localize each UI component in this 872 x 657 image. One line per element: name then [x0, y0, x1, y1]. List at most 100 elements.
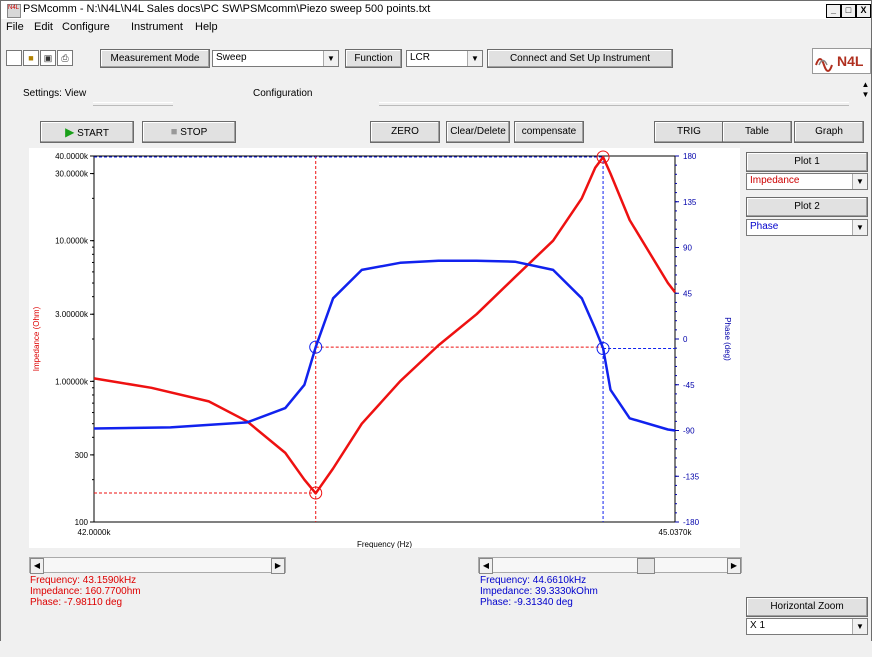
start-button[interactable]: ▶ START [40, 121, 134, 143]
table-button[interactable]: Table [722, 121, 792, 143]
right-axis-label: Phase (deg) [723, 317, 732, 361]
plot-frame: 40.0000k 30.0000k 10.0000k 3.00000k 1.00000k… [29, 148, 740, 549]
horizontal-zoom-select[interactable]: X 1 ▼ [746, 618, 868, 635]
measurement-mode-select[interactable]: Sweep ▼ [212, 50, 339, 67]
chevron-down-icon[interactable]: ▼ [852, 174, 867, 189]
n4l-logo: N4L [812, 48, 871, 74]
left-cursor-impedance: Impedance: 160.7700hm [30, 586, 141, 597]
left-cursor-phase: Phase: -7.98110 deg [30, 597, 123, 608]
settings-view-label[interactable]: Settings: View [23, 88, 87, 99]
trig-button[interactable]: TRIG [654, 121, 724, 143]
open-folder-icon[interactable]: ■ [23, 50, 39, 66]
stop-label: STOP [180, 127, 208, 138]
compensate-button[interactable]: compensate [514, 121, 584, 143]
left-axis-label: Impedance (Ohm) [32, 306, 41, 371]
right-cursor-phase-marker [596, 341, 610, 355]
new-file-icon[interactable] [6, 50, 22, 66]
x-axis-tick-label: 42.0000k [78, 528, 112, 537]
menu-help[interactable]: Help [195, 21, 218, 33]
minimize-icon: _ [830, 5, 836, 15]
horizontal-zoom-button[interactable]: Horizontal Zoom [746, 597, 868, 617]
settings-spin-button[interactable]: ▲ ▼ [861, 80, 870, 99]
plot1-select[interactable]: Impedance ▼ [746, 173, 868, 190]
menu-bar: File Edit Configure Instrument Help [1, 19, 871, 35]
menu-file[interactable]: File [6, 21, 24, 33]
left-cursor-impedance-marker [309, 486, 323, 500]
settings-divider [93, 102, 173, 106]
right-cursor-impedance-marker [596, 150, 610, 164]
right-axis-tick-label: 45 [683, 289, 692, 298]
app-icon-text: N4L [8, 5, 20, 11]
left-axis-tick-label: 1.00000k [55, 377, 89, 386]
play-icon: ▶ [65, 125, 75, 139]
scroll-thumb[interactable] [637, 558, 655, 574]
configuration-label[interactable]: Configuration [253, 88, 313, 99]
zero-button[interactable]: ZERO [370, 121, 440, 143]
right-axis-tick-label: -45 [683, 381, 695, 390]
left-cursor-phase-marker [309, 340, 323, 354]
menu-edit[interactable]: Edit [34, 21, 53, 33]
left-axis-tick-label: 100 [75, 518, 89, 527]
clear-delete-button[interactable]: Clear/Delete [446, 121, 510, 143]
plot2-select[interactable]: Phase ▼ [746, 219, 868, 236]
function-value: LCR [410, 52, 431, 63]
settings-divider [379, 102, 849, 106]
right-cursor-phase: Phase: -9.31340 deg [480, 597, 573, 608]
stop-button[interactable]: ■ STOP [142, 121, 236, 143]
maximize-button[interactable]: □ [841, 4, 856, 18]
maximize-icon: □ [845, 5, 852, 15]
right-cursor-scrollbar[interactable]: ◀ ▶ [478, 557, 742, 574]
minimize-button[interactable]: _ [826, 4, 841, 18]
menu-instrument[interactable]: Instrument [131, 21, 183, 33]
close-button[interactable]: X [856, 4, 871, 18]
graph-button[interactable]: Graph [794, 121, 864, 143]
scroll-left-icon[interactable]: ◀ [479, 558, 493, 574]
chevron-down-icon[interactable]: ▼ [852, 220, 867, 235]
chevron-down-icon[interactable]: ▼ [467, 51, 482, 66]
left-axis-tick-label: 300 [75, 451, 89, 460]
close-icon: X [860, 5, 867, 15]
left-cursor-readout: Frequency: 43.1590kHz Impedance: 160.770… [30, 575, 141, 608]
plot2-value: Phase [750, 221, 779, 232]
series-line-phase [93, 259, 676, 432]
left-axis-tick-label: 10.0000k [55, 237, 89, 246]
right-axis-tick-label: 135 [683, 198, 697, 207]
app-icon: N4L [7, 4, 21, 18]
plot1-button[interactable]: Plot 1 [746, 152, 868, 172]
status-bar [0, 641, 872, 657]
impedance-phase-chart[interactable]: 40.0000k 30.0000k 10.0000k 3.00000k 1.00000k… [29, 148, 740, 549]
print-icon[interactable]: ⎙ [57, 50, 73, 66]
scroll-right-icon[interactable]: ▶ [271, 558, 285, 574]
measurement-mode-button[interactable]: Measurement Mode [100, 49, 210, 68]
settings-bar: Settings: View Configuration ▲ ▼ [9, 77, 869, 107]
right-axis-tick-label: -180 [683, 518, 700, 527]
save-icon[interactable]: ▣ [40, 50, 56, 66]
function-button[interactable]: Function [345, 49, 402, 68]
left-axis-tick-label: 30.0000k [55, 170, 89, 179]
x-axis-tick-label: 45.0370k [659, 528, 693, 537]
left-cursor-scrollbar[interactable]: ◀ ▶ [29, 557, 286, 574]
plot2-button[interactable]: Plot 2 [746, 197, 868, 217]
title-bar: N4L PSMcomm - N:\N4L\N4L Sales docs\PC S… [1, 1, 871, 19]
menu-configure[interactable]: Configure [62, 21, 110, 33]
function-select[interactable]: LCR ▼ [406, 50, 483, 67]
scroll-left-icon[interactable]: ◀ [30, 558, 44, 574]
right-axis-tick-label: -135 [683, 472, 700, 481]
chevron-down-icon[interactable]: ▼ [323, 51, 338, 66]
scroll-right-icon[interactable]: ▶ [727, 558, 741, 574]
right-cursor-readout: Frequency: 44.6610kHz Impedance: 39.3330… [480, 575, 598, 608]
measurement-mode-value: Sweep [216, 52, 247, 63]
logo-wave-icon [815, 58, 833, 72]
chevron-down-icon[interactable]: ▼ [852, 619, 867, 634]
logo-text: N4L [837, 53, 864, 69]
right-axis-tick-label: -90 [683, 427, 695, 436]
series-line-impedance [93, 155, 676, 495]
right-cursor-frequency: Frequency: 44.6610kHz [480, 575, 587, 586]
left-axis-tick-label: 3.00000k [55, 310, 89, 319]
left-axis-tick-label: 40.0000k [55, 152, 89, 161]
plot-area [93, 155, 676, 523]
connect-button[interactable]: Connect and Set Up Instrument [487, 49, 673, 68]
window-title: PSMcomm - N:\N4L\N4L Sales docs\PC SW\PS… [23, 3, 431, 15]
plot1-value: Impedance [750, 175, 800, 186]
x-axis-label: Frequency (Hz) [357, 540, 412, 548]
